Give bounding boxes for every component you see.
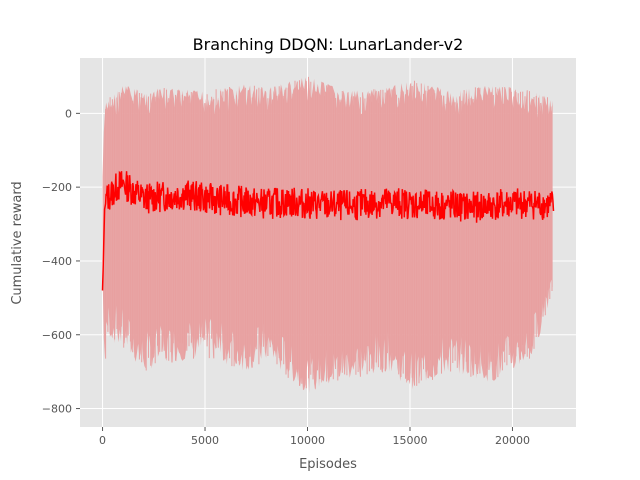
raw-reward-spikes [105,76,553,389]
x-tick-label: 20000 [495,434,530,447]
smoothed-reward-series [101,170,555,291]
x-tick-label: 15000 [392,434,427,447]
y-tick-label: −800 [42,403,72,416]
x-axis-label: Episodes [299,457,357,472]
ticks: 0 5000 10000 15000 20000 −800 −600 −400 −200 0 [42,107,530,447]
x-tick-label: 5000 [191,434,219,447]
y-tick-label: 0 [65,107,72,120]
x-tick-label: 10000 [290,434,325,447]
raw-reward-series [102,77,553,394]
chart-title: Branching DDQN: LunarLander-v2 [193,35,464,54]
x-tick-label: 0 [99,434,106,447]
y-tick-label: −600 [42,329,72,342]
y-tick-label: −400 [42,255,72,268]
y-axis-label: Cumulative reward [10,181,25,304]
y-tick-label: −200 [42,181,72,194]
